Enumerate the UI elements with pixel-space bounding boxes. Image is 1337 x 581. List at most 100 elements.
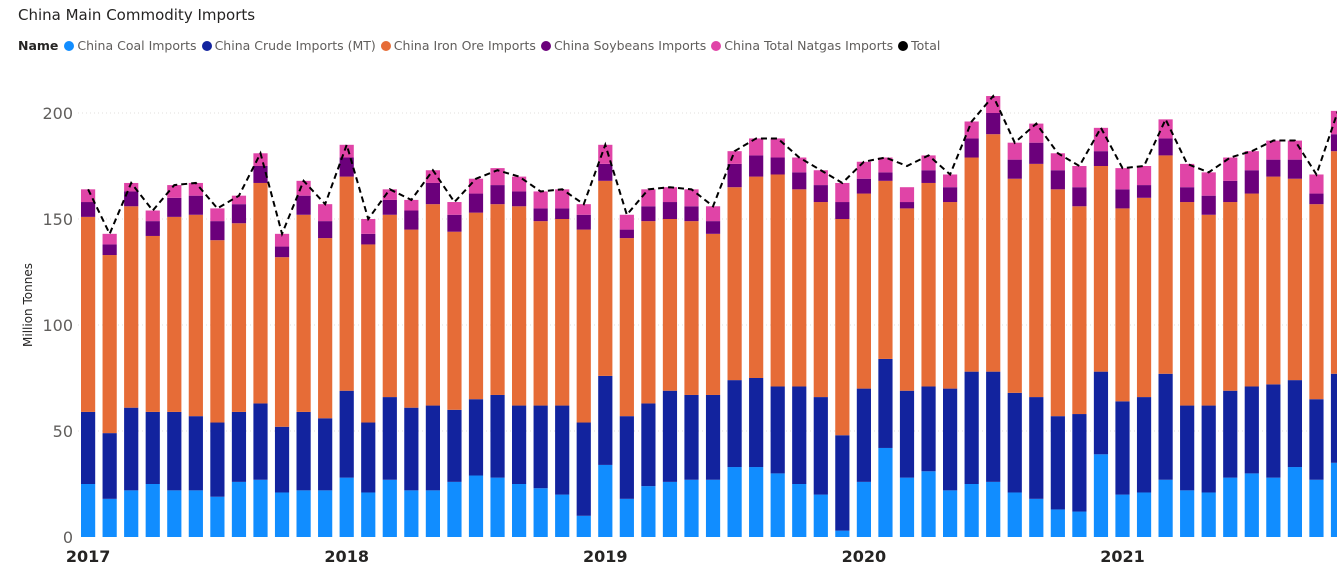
bar-segment-china-soybeans-imports[interactable] [684, 206, 699, 222]
bar-segment-china-total-natgas-imports[interactable] [770, 138, 785, 158]
bar-segment-china-soybeans-imports[interactable] [318, 221, 333, 239]
bar-segment-china-total-natgas-imports[interactable] [1050, 153, 1065, 171]
bar-segment-china-soybeans-imports[interactable] [490, 185, 505, 205]
bar-segment-china-total-natgas-imports[interactable] [210, 208, 225, 222]
bar-segment-china-iron-ore-imports[interactable] [835, 219, 850, 436]
bar-segment-china-iron-ore-imports[interactable] [382, 214, 397, 398]
bar-segment-china-total-natgas-imports[interactable] [899, 187, 915, 203]
bar-segment-china-coal-imports[interactable] [1158, 479, 1173, 537]
bar-segment-china-iron-ore-imports[interactable] [533, 221, 548, 406]
bar-segment-china-crude-imports-mt[interactable] [1287, 380, 1302, 468]
bar-segment-china-iron-ore-imports[interactable] [425, 204, 440, 406]
bar-segment-china-crude-imports-mt[interactable] [382, 397, 397, 480]
bar-segment-china-coal-imports[interactable] [856, 481, 871, 537]
bar-segment-china-soybeans-imports[interactable] [1266, 159, 1281, 177]
bar-segment-china-soybeans-imports[interactable] [253, 166, 268, 183]
bar-segment-china-iron-ore-imports[interactable] [641, 221, 656, 404]
bar-segment-china-iron-ore-imports[interactable] [145, 235, 160, 412]
bar-segment-china-crude-imports-mt[interactable] [339, 390, 354, 478]
bar-segment-china-coal-imports[interactable] [296, 490, 311, 537]
bar-segment-china-soybeans-imports[interactable] [274, 246, 290, 258]
bar-segment-china-total-natgas-imports[interactable] [727, 151, 742, 164]
bar-segment-china-iron-ore-imports[interactable] [1201, 214, 1216, 406]
bar-segment-china-crude-imports-mt[interactable] [792, 386, 807, 484]
bar-segment-china-iron-ore-imports[interactable] [792, 189, 807, 387]
bar-segment-china-coal-imports[interactable] [382, 479, 397, 537]
bar-segment-china-coal-imports[interactable] [921, 471, 936, 537]
bar-segment-china-soybeans-imports[interactable] [1330, 134, 1337, 152]
bar-segment-china-coal-imports[interactable] [1223, 477, 1238, 537]
bar-segment-china-soybeans-imports[interactable] [102, 244, 117, 256]
bar-segment-china-coal-imports[interactable] [102, 498, 117, 537]
bar-segment-china-iron-ore-imports[interactable] [253, 182, 268, 404]
bar-segment-china-coal-imports[interactable] [1287, 467, 1302, 537]
bar-segment-china-soybeans-imports[interactable] [81, 202, 96, 217]
bar-segment-china-total-natgas-imports[interactable] [361, 219, 376, 234]
bar-segment-china-crude-imports-mt[interactable] [533, 405, 548, 489]
bar-segment-china-total-natgas-imports[interactable] [1180, 163, 1195, 188]
bar-segment-china-total-natgas-imports[interactable] [425, 170, 440, 183]
bar-segment-china-iron-ore-imports[interactable] [899, 208, 915, 391]
total-line[interactable] [87, 94, 1337, 237]
bar-segment-china-soybeans-imports[interactable] [662, 202, 678, 219]
bar-segment-china-coal-imports[interactable] [641, 486, 656, 537]
bar-segment-china-total-natgas-imports[interactable] [598, 144, 613, 164]
bar-segment-china-iron-ore-imports[interactable] [490, 204, 505, 395]
bar-segment-china-iron-ore-imports[interactable] [1180, 202, 1195, 406]
bar-segment-china-coal-imports[interactable] [339, 477, 354, 537]
bar-segment-china-total-natgas-imports[interactable] [1007, 142, 1022, 160]
bar-segment-china-iron-ore-imports[interactable] [102, 255, 117, 434]
bar-segment-china-iron-ore-imports[interactable] [1029, 163, 1044, 398]
bar-segment-china-soybeans-imports[interactable] [792, 172, 807, 190]
bar-segment-china-coal-imports[interactable] [1180, 490, 1195, 537]
bar-segment-china-soybeans-imports[interactable] [512, 191, 527, 207]
bar-segment-china-coal-imports[interactable] [986, 481, 1001, 537]
bar-segment-china-soybeans-imports[interactable] [382, 199, 397, 215]
bar-segment-china-crude-imports-mt[interactable] [835, 435, 850, 531]
bar-segment-china-total-natgas-imports[interactable] [986, 96, 1001, 113]
bar-segment-china-coal-imports[interactable] [1007, 492, 1022, 537]
bar-segment-china-coal-imports[interactable] [1330, 462, 1337, 537]
bar-segment-china-soybeans-imports[interactable] [1287, 159, 1302, 179]
bar-segment-china-iron-ore-imports[interactable] [986, 134, 1001, 372]
bar-segment-china-soybeans-imports[interactable] [555, 208, 570, 219]
bar-segment-china-iron-ore-imports[interactable] [296, 214, 311, 412]
bar-segment-china-iron-ore-imports[interactable] [167, 216, 182, 412]
bar-segment-china-crude-imports-mt[interactable] [188, 416, 203, 491]
bar-segment-china-soybeans-imports[interactable] [727, 163, 742, 188]
bar-segment-china-crude-imports-mt[interactable] [986, 371, 1001, 482]
bar-segment-china-iron-ore-imports[interactable] [662, 219, 678, 391]
bar-segment-china-iron-ore-imports[interactable] [1007, 178, 1022, 393]
bar-segment-china-total-natgas-imports[interactable] [318, 204, 333, 222]
bar-segment-china-iron-ore-imports[interactable] [1050, 189, 1065, 417]
bar-segment-china-soybeans-imports[interactable] [705, 221, 721, 234]
bar-segment-china-total-natgas-imports[interactable] [447, 202, 462, 215]
bar-segment-china-iron-ore-imports[interactable] [274, 257, 290, 427]
bar-segment-china-total-natgas-imports[interactable] [167, 185, 182, 198]
bar-segment-china-soybeans-imports[interactable] [1072, 187, 1087, 207]
bar-segment-china-iron-ore-imports[interactable] [188, 214, 203, 417]
bar-segment-china-crude-imports-mt[interactable] [253, 403, 268, 480]
bar-segment-china-iron-ore-imports[interactable] [81, 216, 96, 412]
bar-segment-china-soybeans-imports[interactable] [641, 206, 656, 222]
bar-segment-china-crude-imports-mt[interactable] [899, 390, 915, 478]
bar-segment-china-total-natgas-imports[interactable] [382, 189, 397, 200]
bar-segment-china-coal-imports[interactable] [705, 479, 721, 537]
bar-segment-china-coal-imports[interactable] [231, 481, 247, 537]
bar-segment-china-soybeans-imports[interactable] [361, 233, 376, 245]
bar-segment-china-iron-ore-imports[interactable] [1244, 193, 1259, 387]
bar-segment-china-crude-imports-mt[interactable] [1007, 392, 1022, 493]
bar-segment-china-coal-imports[interactable] [124, 490, 139, 537]
bar-segment-china-iron-ore-imports[interactable] [1093, 166, 1109, 372]
bar-segment-china-crude-imports-mt[interactable] [318, 418, 333, 491]
bar-segment-china-soybeans-imports[interactable] [1136, 185, 1152, 198]
bar-segment-china-crude-imports-mt[interactable] [210, 422, 225, 497]
bar-segment-china-crude-imports-mt[interactable] [1244, 386, 1259, 474]
bar-segment-china-total-natgas-imports[interactable] [619, 214, 634, 230]
bar-segment-china-soybeans-imports[interactable] [899, 202, 915, 209]
bar-segment-china-soybeans-imports[interactable] [813, 185, 828, 203]
bar-segment-china-soybeans-imports[interactable] [1223, 180, 1238, 203]
bar-segment-china-coal-imports[interactable] [145, 484, 160, 537]
bar-segment-china-iron-ore-imports[interactable] [1072, 206, 1087, 415]
bar-segment-china-soybeans-imports[interactable] [1158, 138, 1173, 156]
